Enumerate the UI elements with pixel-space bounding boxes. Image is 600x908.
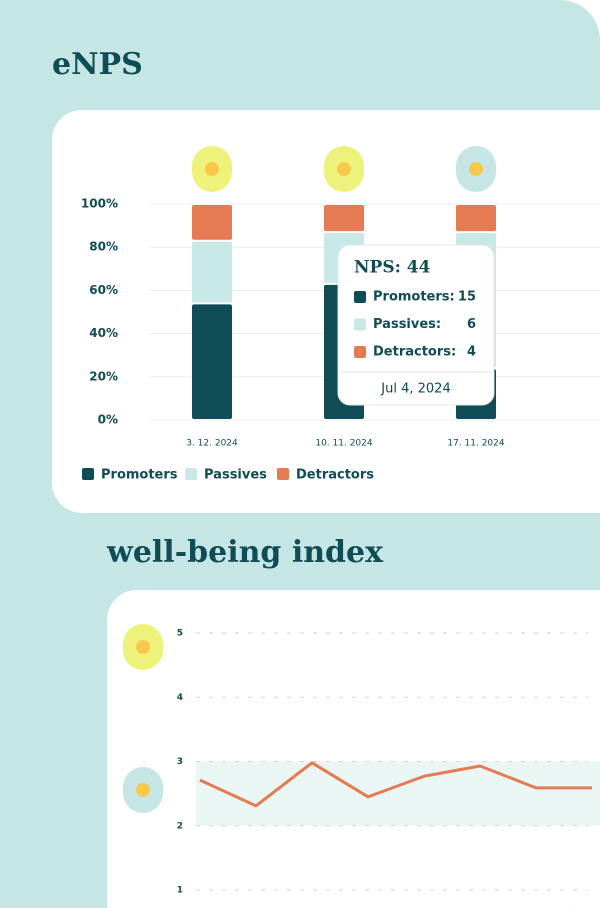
tooltip-label: Passives: [373, 317, 441, 332]
face [469, 162, 483, 176]
tooltip-label: Detractors: [373, 345, 456, 360]
enps-title: eNPS [52, 47, 143, 82]
legend-swatch [277, 468, 289, 480]
tooltip-value: 15 [458, 290, 476, 305]
tooltip-box [337, 244, 495, 406]
tooltip-value: 6 [467, 317, 476, 332]
tooltip-value: 4 [467, 345, 476, 360]
bar-segment [192, 304, 232, 419]
y-tick-label: 0% [98, 413, 118, 427]
wellbeing-title: well-being index [106, 535, 384, 570]
face [136, 783, 150, 797]
mood-icons [123, 146, 496, 813]
tooltip-title: NPS: 44 [354, 258, 431, 278]
bar-segment [456, 205, 496, 232]
highlight-band [196, 761, 600, 826]
x-tick-label: 3. 12. 2024 [186, 439, 238, 449]
face [136, 640, 150, 654]
y-tick-label: 3 [177, 757, 183, 767]
y-tick-label: 1 [177, 886, 183, 896]
legend-label: Detractors [296, 468, 374, 483]
tooltip-date: Jul 4, 2024 [380, 382, 450, 397]
legend-swatch [185, 468, 197, 480]
y-tick-label: 4 [177, 693, 183, 703]
y-tick-label: 5 [177, 629, 183, 639]
y-tick-label: 40% [89, 326, 118, 340]
bar-segment [192, 241, 232, 303]
y-tick-label: 20% [89, 369, 118, 383]
face [337, 162, 351, 176]
y-tick-label: 80% [89, 240, 118, 254]
y-tick-label: 100% [81, 197, 118, 211]
line [199, 761, 592, 808]
y-tick-label: 60% [89, 283, 118, 297]
tooltip-swatch [354, 346, 366, 358]
tooltip-label: Promoters: [373, 290, 455, 305]
y-tick-label: 2 [177, 821, 183, 831]
legend-swatch [82, 468, 94, 480]
bar-segment [324, 205, 364, 232]
wellbeing-card [107, 590, 600, 908]
x-tick-label: 10. 11. 2024 [315, 439, 373, 449]
face [205, 162, 219, 176]
bar-segment [192, 205, 232, 240]
legend-label: Passives [204, 468, 267, 483]
tooltip-swatch [354, 318, 366, 331]
x-tick-label: 17. 11. 2024 [447, 439, 505, 449]
tooltip-swatch [354, 291, 366, 303]
legend-label: Promoters [101, 468, 178, 483]
